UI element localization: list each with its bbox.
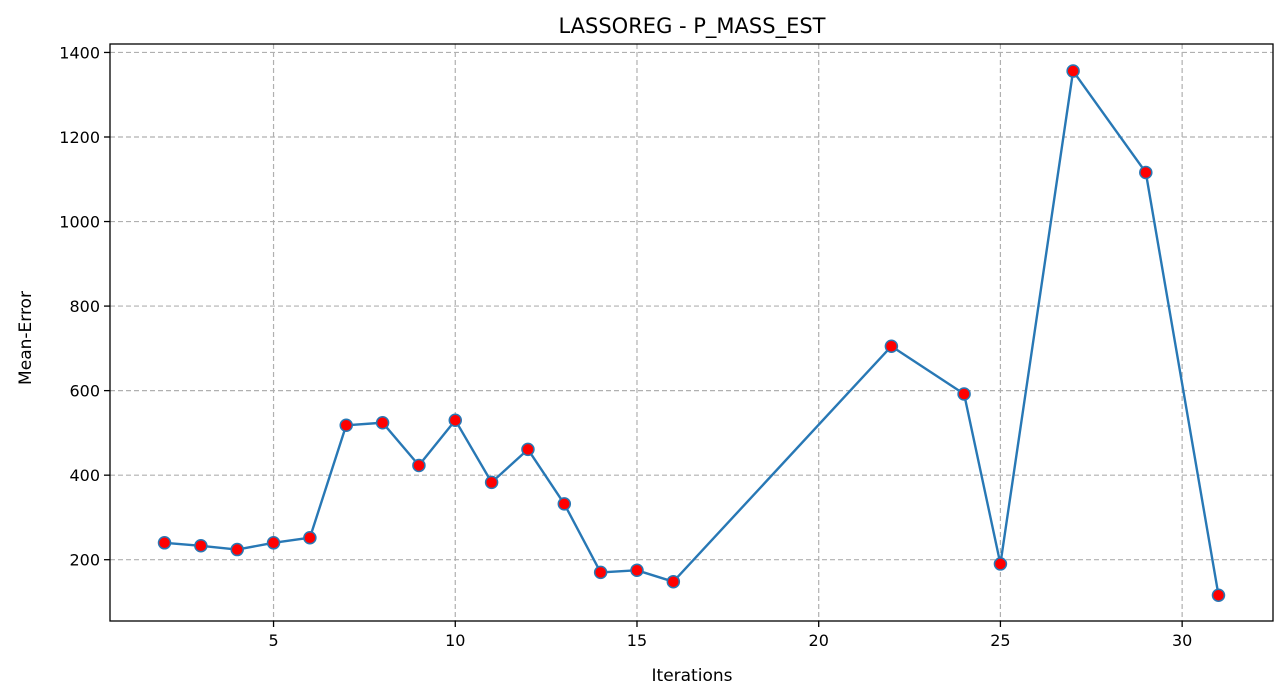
x-tick-label: 25 — [990, 631, 1010, 650]
data-point — [266, 536, 281, 550]
y-tick-label: 200 — [69, 551, 100, 570]
data-point — [484, 475, 499, 490]
data-point — [303, 530, 317, 545]
data-point — [630, 563, 644, 578]
chart-title: LASSOREG - P_MASS_EST — [558, 14, 825, 39]
data-point — [593, 565, 608, 580]
series — [157, 64, 1226, 602]
data-point — [339, 418, 353, 433]
data-point — [557, 497, 572, 511]
axis-ticks: 5 10 15 20 25 30 200 400 600 800 1000 1200 1400 — [59, 43, 1192, 650]
plot-frame — [109, 43, 1274, 622]
y-tick-label: 1200 — [59, 128, 100, 147]
x-tick-label: 15 — [627, 631, 647, 650]
data-point — [1211, 588, 1226, 602]
data-point — [521, 442, 535, 457]
data-point — [666, 574, 681, 589]
y-tick-label: 600 — [69, 382, 100, 401]
y-tick-label: 1400 — [59, 43, 100, 62]
data-point — [412, 458, 426, 473]
y-tick-label: 800 — [69, 297, 100, 316]
data-point — [375, 415, 390, 430]
x-tick-label: 10 — [445, 631, 465, 650]
y-tick-label: 400 — [69, 466, 100, 485]
y-tick-label: 1000 — [59, 213, 100, 232]
data-point — [448, 413, 463, 427]
x-tick-label: 20 — [809, 631, 829, 650]
series-line — [164, 69, 1220, 596]
data-point — [194, 539, 208, 553]
data-point — [157, 536, 172, 550]
data-point — [1139, 165, 1153, 180]
data-point — [230, 542, 244, 557]
x-axis-label: Iterations — [652, 666, 733, 686]
data-point — [884, 339, 899, 353]
data-point — [957, 387, 971, 401]
x-tick-label: 30 — [1172, 631, 1192, 650]
grid — [110, 44, 1273, 621]
x-tick-label: 5 — [268, 631, 278, 650]
data-point — [1066, 64, 1080, 78]
y-axis-label: Mean-Error — [16, 291, 36, 385]
data-point — [993, 557, 1008, 571]
